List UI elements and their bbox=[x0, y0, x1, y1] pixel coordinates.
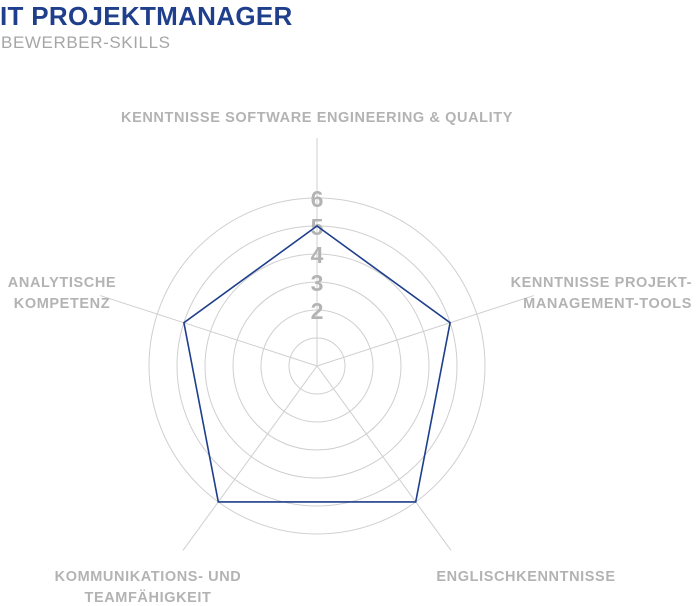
chart-title: IT PROJEKTMANAGER bbox=[0, 1, 293, 31]
axis-label: KOMMUNIKATIONS- UND TEAMFÄHIGKEIT bbox=[55, 569, 242, 606]
axis-label-line: KENNTNISSE SOFTWARE ENGINEERING & QUALIT… bbox=[121, 110, 513, 126]
radar-series bbox=[183, 225, 451, 503]
axis-label-line: TEAMFÄHIGKEIT bbox=[84, 589, 211, 606]
radar-spoke bbox=[316, 295, 534, 367]
axis-label-line: KENNTNISSE PROJEKT- bbox=[511, 275, 692, 291]
axis-label: ENGLISCHKENNTNISSE bbox=[436, 569, 615, 585]
axis-label-line: KOMMUNIKATIONS- UND bbox=[55, 569, 242, 585]
radar-spoke bbox=[182, 365, 318, 551]
axis-label-line: MANAGEMENT-TOOLS bbox=[523, 296, 692, 312]
radar-spoke bbox=[316, 365, 452, 551]
axis-label-line: ENGLISCHKENNTNISSE bbox=[436, 569, 615, 585]
axis-label: KENNTNISSE SOFTWARE ENGINEERING & QUALIT… bbox=[121, 110, 513, 126]
tick-label: 3 bbox=[311, 270, 324, 296]
axis-label-line: KOMPETENZ bbox=[14, 296, 110, 312]
radar-spoke bbox=[100, 295, 318, 367]
tick-label: 6 bbox=[311, 186, 324, 212]
chart-subtitle: BEWERBER-SKILLS bbox=[1, 33, 171, 52]
axis-label: KENNTNISSE PROJEKT- MANAGEMENT-TOOLS bbox=[511, 275, 692, 312]
axis-label-line: ANALYTISCHE bbox=[8, 275, 116, 291]
axis-label: ANALYTISCHE KOMPETENZ bbox=[8, 275, 116, 312]
tick-label: 4 bbox=[311, 242, 324, 268]
tick-label: 2 bbox=[311, 298, 324, 324]
radar-spokes bbox=[100, 138, 534, 551]
series-polygon bbox=[183, 225, 451, 503]
radar-axis-labels: KENNTNISSE SOFTWARE ENGINEERING & QUALIT… bbox=[8, 110, 692, 606]
